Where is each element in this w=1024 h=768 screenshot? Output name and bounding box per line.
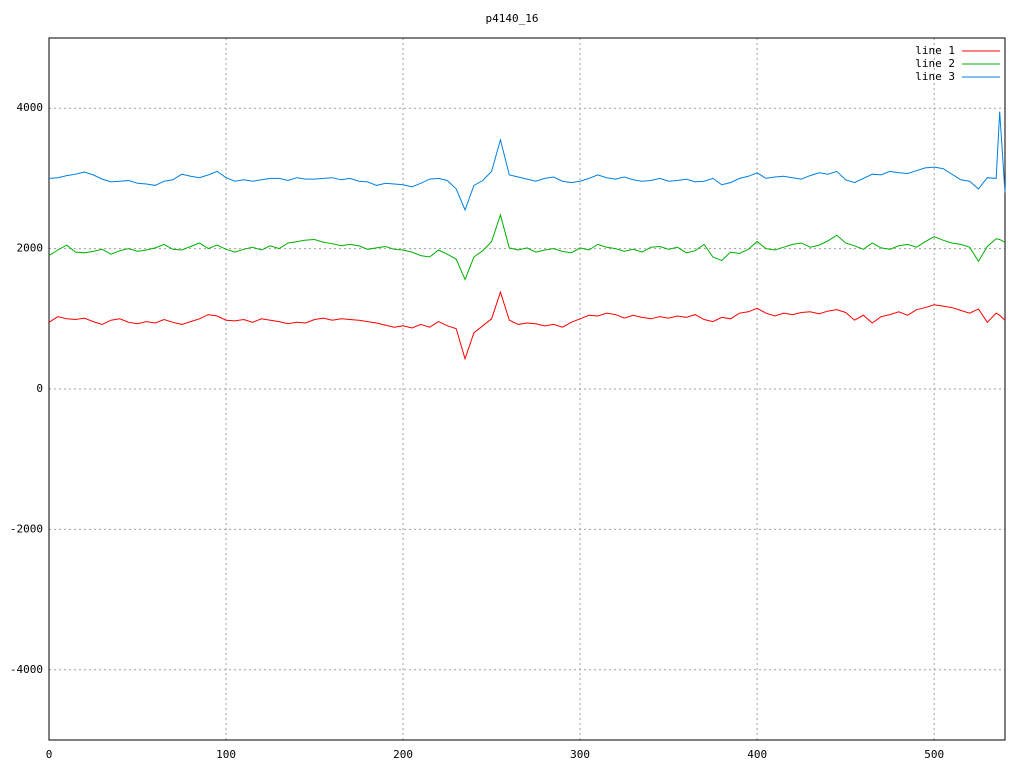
x-tick-label: 500 — [924, 748, 944, 761]
chart-title: p4140_16 — [486, 12, 539, 25]
x-tick-label: 300 — [570, 748, 590, 761]
data-line — [48, 213, 1006, 281]
y-tick-label: -4000 — [10, 663, 43, 676]
x-tick-label: 0 — [46, 748, 53, 761]
x-tick-label: 100 — [216, 748, 236, 761]
y-tick-label: 2000 — [17, 242, 44, 255]
legend-label: line 3 — [915, 70, 955, 83]
data-line — [48, 290, 1006, 361]
data-line — [48, 111, 1006, 212]
y-tick-label: 4000 — [17, 101, 44, 114]
plot-frame — [48, 37, 1006, 741]
y-tick-label: 0 — [36, 382, 43, 395]
legend-label: line 2 — [915, 57, 955, 70]
x-tick-label: 400 — [747, 748, 767, 761]
legend-label: line 1 — [915, 44, 955, 57]
y-tick-label: -2000 — [10, 522, 43, 535]
x-tick-label: 200 — [393, 748, 413, 761]
